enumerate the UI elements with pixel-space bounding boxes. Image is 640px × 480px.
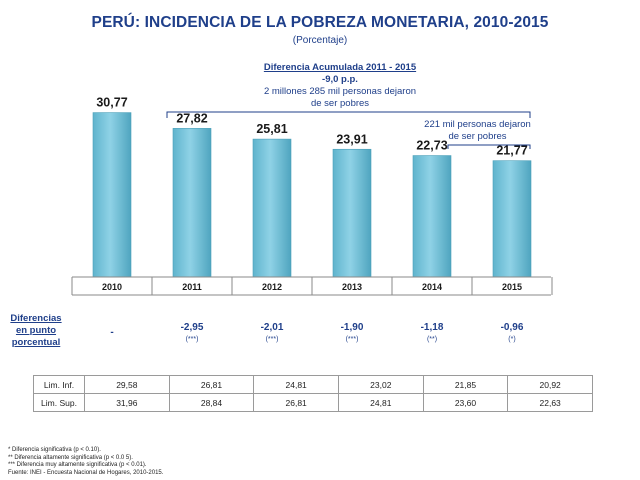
limits-table: Lim. Inf. 29,58 26,81 24,81 23,02 21,85 … xyxy=(33,375,593,412)
limits-cell: 26,81 xyxy=(253,393,339,412)
limits-cell: 24,81 xyxy=(253,375,339,394)
difference-value-2013: -1,90 xyxy=(340,322,364,333)
x-tick-label-2012: 2012 xyxy=(262,282,282,292)
recent-difference-annotation: 221 mil personas dejaron de ser pobres xyxy=(405,119,550,143)
x-tick-label-2013: 2013 xyxy=(342,282,362,292)
x-tick-label-2010: 2010 xyxy=(102,282,122,292)
bar-chart: 30,77 27,82 25,81 23,91 22,73 21,77 2010 2011 2… xyxy=(71,96,553,296)
footnotes: * Diferencia significativa (p < 0.10). *… xyxy=(8,447,163,477)
x-tick-label-2015: 2015 xyxy=(502,282,522,292)
difference-value-2012: -2,01 xyxy=(260,322,284,333)
limits-cell: 21,85 xyxy=(422,375,509,394)
differences-label-line1: Diferencias xyxy=(10,313,62,324)
limits-cell: 24,81 xyxy=(337,393,424,412)
limits-row-sup: Lim. Sup. 31,96 28,84 26,81 24,81 23,60 … xyxy=(33,393,593,412)
data-label-2013: 23,91 xyxy=(336,132,367,146)
data-label-2012: 25,81 xyxy=(256,122,287,136)
bar-2014 xyxy=(412,155,452,278)
limits-cell: 29,58 xyxy=(84,375,170,394)
bar-2010 xyxy=(92,112,132,278)
difference-value-2015: -0,96 xyxy=(500,322,524,333)
limits-row-inf: Lim. Inf. 29,58 26,81 24,81 23,02 21,85 … xyxy=(33,375,593,394)
accumulated-difference-value: -9,0 p.p. xyxy=(322,74,358,85)
limits-cell: 23,60 xyxy=(422,393,509,412)
differences-label: Diferencias en punto porcentual xyxy=(8,313,64,349)
data-label-2014: 22,73 xyxy=(416,139,447,153)
footnote-source: Fuente: INEI - Encuesta Nacional de Hoga… xyxy=(8,469,164,476)
chart-subtitle: (Porcentaje) xyxy=(292,35,348,46)
difference-significance-2013: (***) xyxy=(345,336,359,343)
accumulated-difference-line1: 2 millones 285 mil personas dejaron xyxy=(263,86,417,97)
limits-cell: 26,81 xyxy=(168,375,255,394)
x-tick-label-2014: 2014 xyxy=(422,282,442,292)
accumulated-difference-title: Diferencia Acumulada 2011 - 2015 xyxy=(263,62,417,73)
x-tick-label-2011: 2011 xyxy=(182,282,202,292)
difference-value-2011: -2,95 xyxy=(180,322,204,333)
difference-value-2010: - xyxy=(110,327,114,338)
difference-significance-2015: (*) xyxy=(508,336,516,343)
footnote-3: *** Diferencia muy altamente significati… xyxy=(8,462,147,469)
limits-cell: 20,92 xyxy=(507,375,593,394)
recent-bracket xyxy=(447,144,531,149)
limits-row-label: Lim. Sup. xyxy=(33,393,85,412)
differences-label-line3: porcentual xyxy=(11,337,61,348)
difference-significance-2012: (***) xyxy=(265,336,279,343)
limits-cell: 31,96 xyxy=(84,393,170,412)
footnote-2: ** Diferencia altamente significativa (p… xyxy=(8,454,133,461)
accumulated-difference-annotation: Diferencia Acumulada 2011 - 2015 -9,0 p.… xyxy=(190,62,490,110)
bar-2011 xyxy=(172,128,212,278)
difference-value-2014: -1,18 xyxy=(420,322,444,333)
limits-cell: 23,02 xyxy=(337,375,424,394)
data-label-2015: 21,77 xyxy=(496,144,527,158)
footnote-1: * Diferencia significativa (p < 0.10). xyxy=(8,447,101,453)
limits-row-label: Lim. Inf. xyxy=(33,375,85,394)
differences-label-line2: en punto xyxy=(15,325,57,336)
data-label-2010: 30,77 xyxy=(96,96,127,110)
bar-2013 xyxy=(332,148,372,278)
accumulated-bracket xyxy=(166,111,531,118)
recent-difference-line2: de ser pobres xyxy=(448,131,507,142)
difference-significance-2014: (**) xyxy=(426,336,438,343)
limits-cell: 28,84 xyxy=(168,393,255,412)
limits-cell: 22,63 xyxy=(507,393,593,412)
data-label-2011: 27,82 xyxy=(176,111,207,125)
chart-title: PERÚ: INCIDENCIA DE LA POBREZA MONETARIA… xyxy=(91,14,549,31)
bar-2015 xyxy=(492,160,532,278)
bar-2012 xyxy=(252,138,292,278)
recent-difference-line1: 221 mil personas dejaron xyxy=(424,119,531,130)
difference-significance-2011: (***) xyxy=(185,336,199,343)
accumulated-difference-line2: de ser pobres xyxy=(310,98,370,109)
